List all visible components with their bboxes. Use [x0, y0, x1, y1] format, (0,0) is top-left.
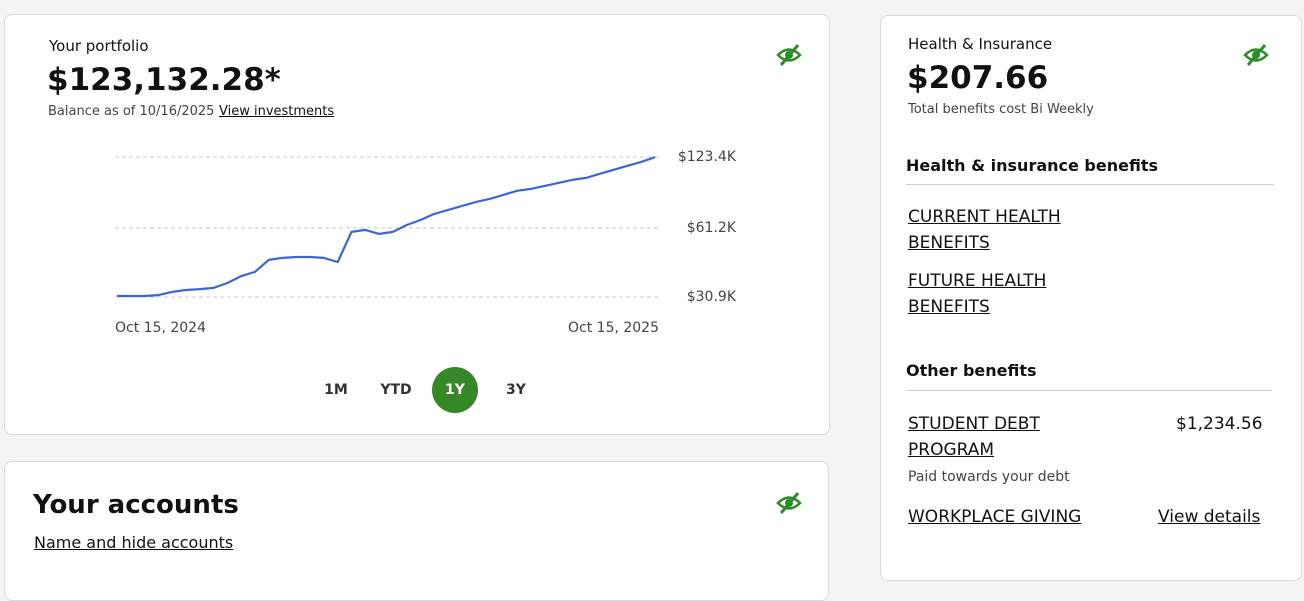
health-amount: $207.66 — [907, 60, 1049, 96]
y-tick-label: $61.2K — [687, 220, 737, 236]
health-title: Health & Insurance — [908, 35, 1053, 53]
portfolio-chart: $30.9K $61.2K $123.4K Oct 15, 2024 Oct 15, 2… — [115, 149, 737, 336]
portfolio-line — [117, 156, 656, 298]
hide-icon[interactable] — [776, 491, 802, 515]
range-button[interactable]: 1M — [324, 382, 348, 398]
balance-date: Balance as of 10/16/2025 — [48, 104, 215, 119]
y-tick-label: $30.9K — [687, 289, 737, 305]
health-link[interactable]: CURRENT HEALTH BENEFITS — [908, 207, 1061, 253]
view-investments[interactable]: View investments — [219, 104, 335, 119]
student-debt-link[interactable]: STUDENT DEBT PROGRAM — [908, 414, 1040, 460]
portfolio-card — [4, 14, 830, 435]
range-button[interactable]: 3Y — [506, 382, 526, 398]
portfolio-title: Your portfolio — [49, 37, 149, 55]
view-details-link[interactable]: View details — [1158, 507, 1261, 527]
student-debt-note: Paid towards your debt — [908, 469, 1070, 485]
health-card — [880, 15, 1302, 581]
name-hide-accounts[interactable]: Name and hide accounts — [34, 533, 234, 552]
hide-icon[interactable] — [776, 43, 802, 67]
divider — [906, 184, 1274, 185]
section-title: Health & insurance benefits — [906, 156, 1159, 175]
x-tick-label: Oct 15, 2025 — [568, 320, 659, 336]
student-debt-amount: $1,234.56 — [1176, 414, 1263, 434]
hide-icon[interactable] — [1243, 43, 1269, 67]
y-tick-label: $123.4K — [678, 149, 737, 165]
portfolio-balance: $123,132.28* — [47, 62, 281, 98]
accounts-title: Your accounts — [33, 490, 239, 520]
health-link[interactable]: FUTURE HEALTH BENEFITS — [908, 271, 1047, 317]
accounts-card — [4, 461, 829, 601]
x-tick-label: Oct 15, 2024 — [115, 320, 206, 336]
workplace-giving-link[interactable]: WORKPLACE GIVING — [908, 507, 1082, 527]
page: { "portfolio": { "title": "Your portfoli… — [4, 14, 1302, 601]
health-note: Total benefits cost Bi Weekly — [908, 102, 1094, 117]
range-button[interactable]: YTD — [380, 382, 412, 398]
divider — [906, 390, 1272, 391]
section-title: Other benefits — [906, 361, 1037, 380]
range-button[interactable]: 1Y — [432, 367, 478, 413]
